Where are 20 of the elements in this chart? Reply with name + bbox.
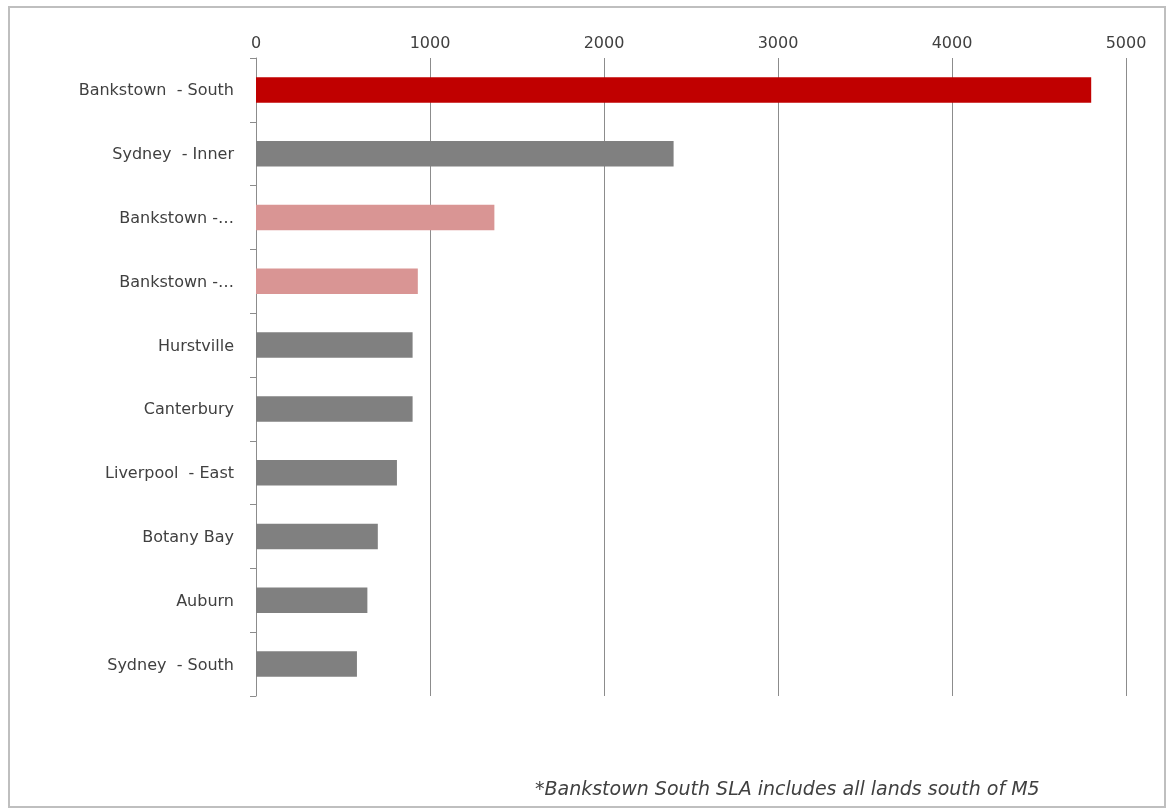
x-tick-label: 4000 (931, 32, 973, 52)
x-tick-label: 3000 (757, 32, 799, 52)
y-tick-label: Bankstown - South (78, 80, 234, 100)
y-tick-label: Canterbury (143, 399, 234, 419)
y-tick-label: Sydney - South (107, 654, 234, 674)
bar (256, 77, 1092, 103)
y-tick-label: Liverpool - East (105, 463, 234, 483)
y-tick-label: Bankstown -… (119, 208, 234, 227)
x-tick-label: 2000 (583, 32, 625, 52)
x-tick-label: 0 (250, 32, 262, 52)
y-tick-label: Bankstown -… (119, 271, 234, 291)
bar (256, 204, 495, 231)
y-tick-label: Auburn (176, 590, 234, 610)
y-tick-label: Botany Bay (142, 527, 234, 546)
bar (256, 268, 418, 295)
y-tick-label: Hurstville (157, 335, 234, 355)
x-tick-label: 1000 (409, 32, 451, 52)
x-tick-label: 5000 (1105, 32, 1147, 52)
text: *Bankstown South SLA includes all lands south of M5 (535, 776, 1041, 801)
y-tick-label: Sydney - Inner (112, 144, 235, 164)
